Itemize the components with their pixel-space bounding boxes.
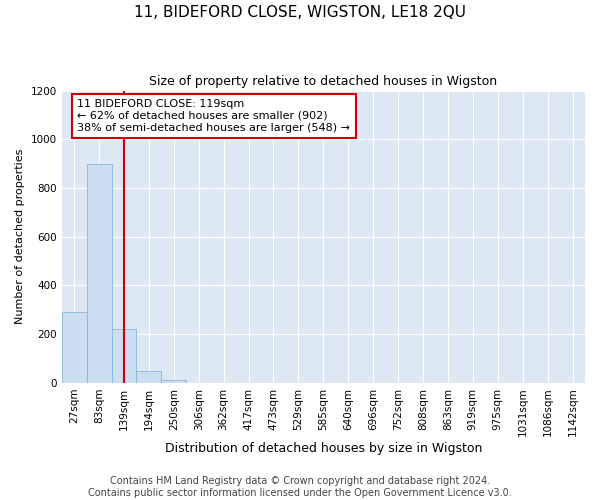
Bar (112, 329, 136, 383)
Bar (86, 164, 112, 383)
Text: 11 BIDEFORD CLOSE: 119sqm
← 62% of detached houses are smaller (902)
38% of semi: 11 BIDEFORD CLOSE: 119sqm ← 62% of detac… (77, 100, 350, 132)
X-axis label: Distribution of detached houses by size in Wigston: Distribution of detached houses by size … (164, 442, 482, 455)
Title: Size of property relative to detached houses in Wigston: Size of property relative to detached ho… (149, 75, 497, 88)
Text: 11, BIDEFORD CLOSE, WIGSTON, LE18 2QU: 11, BIDEFORD CLOSE, WIGSTON, LE18 2QU (134, 5, 466, 20)
Bar (161, 380, 186, 383)
Bar (136, 370, 161, 383)
Bar (62, 312, 86, 383)
Y-axis label: Number of detached properties: Number of detached properties (15, 149, 25, 324)
Text: Contains HM Land Registry data © Crown copyright and database right 2024.
Contai: Contains HM Land Registry data © Crown c… (88, 476, 512, 498)
